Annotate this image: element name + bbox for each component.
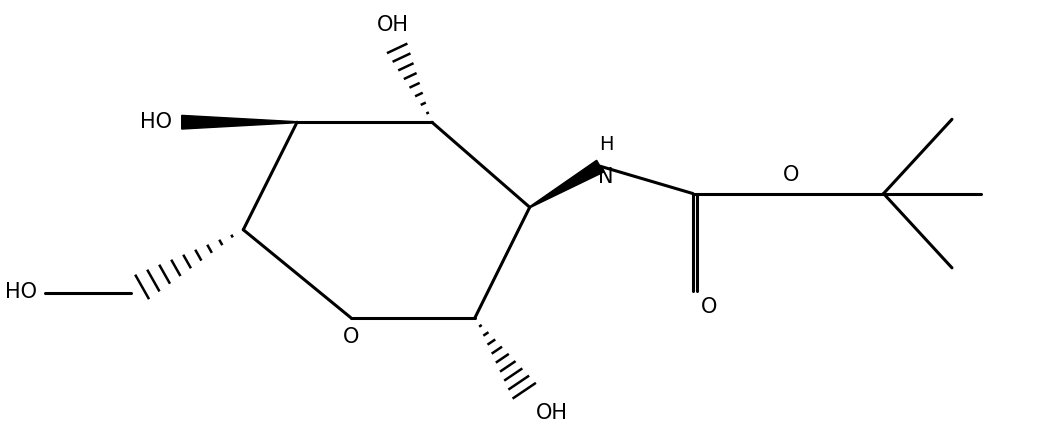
- Text: HO: HO: [5, 282, 37, 302]
- Text: O: O: [783, 165, 799, 185]
- Polygon shape: [529, 160, 603, 208]
- Text: O: O: [701, 297, 717, 317]
- Text: OH: OH: [377, 15, 409, 35]
- Text: O: O: [343, 327, 359, 347]
- Text: HO: HO: [140, 112, 172, 132]
- Text: H: H: [599, 136, 613, 155]
- Polygon shape: [182, 116, 297, 129]
- Text: N: N: [598, 167, 613, 187]
- Text: OH: OH: [536, 403, 568, 423]
